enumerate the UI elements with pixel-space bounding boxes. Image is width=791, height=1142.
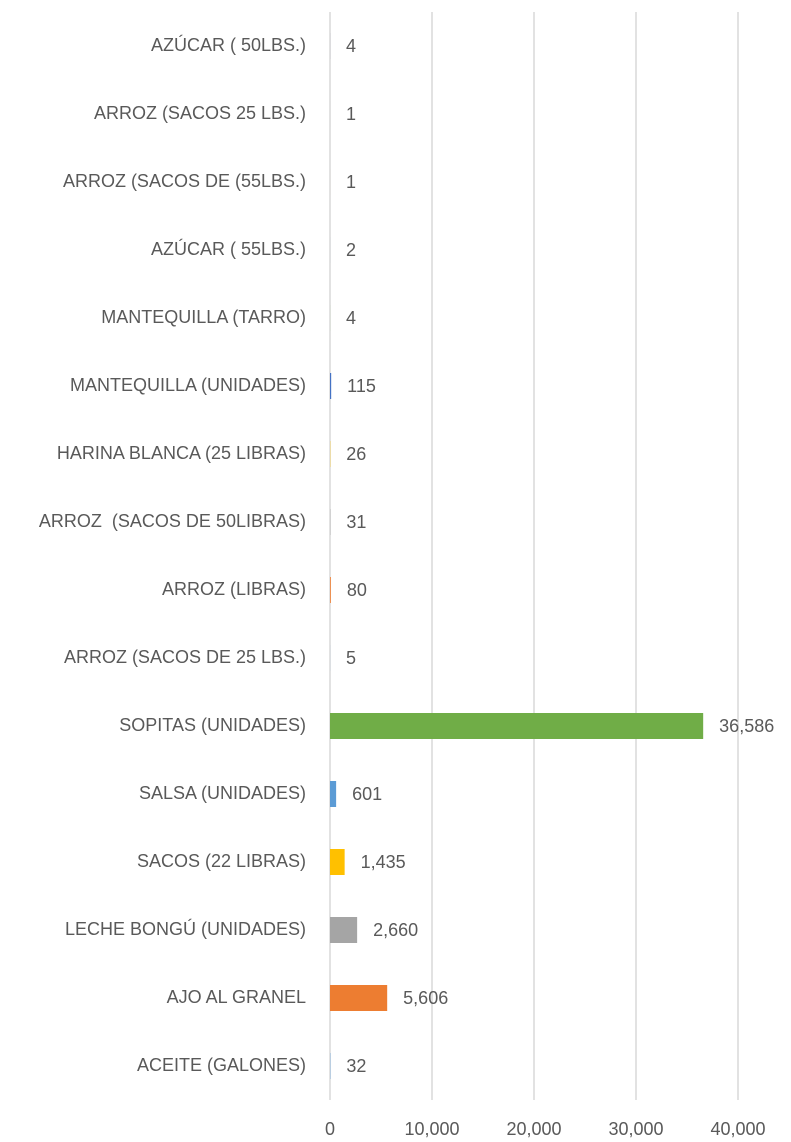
- bar: [330, 985, 388, 1011]
- data-label: 1: [346, 104, 356, 124]
- bar: [330, 713, 704, 739]
- y-tick-label: SOPITAS (UNIDADES): [119, 715, 306, 735]
- data-label: 1,435: [361, 852, 406, 872]
- y-tick-label: HARINA BLANCA (25 LIBRAS): [57, 443, 306, 463]
- y-tick-label: SACOS (22 LIBRAS): [137, 851, 306, 871]
- data-label: 26: [346, 444, 366, 464]
- x-tick-label: 30,000: [608, 1119, 663, 1139]
- bar: [330, 917, 358, 943]
- data-label: 1: [346, 172, 356, 192]
- x-tick-label: 20,000: [506, 1119, 561, 1139]
- y-tick-label: AZÚCAR ( 50LBS.): [151, 34, 306, 55]
- data-label: 4: [346, 308, 356, 328]
- y-tick-label: MANTEQUILLA (TARRO): [101, 307, 306, 327]
- data-label: 601: [352, 784, 382, 804]
- y-tick-label: ARROZ (SACOS DE 50LIBRAS): [39, 511, 306, 531]
- y-tick-label: LECHE BONGÚ (UNIDADES): [65, 918, 306, 939]
- data-label: 31: [346, 512, 366, 532]
- data-label: 115: [347, 376, 376, 396]
- x-tick-label: 40,000: [710, 1119, 765, 1139]
- y-tick-label: AJO AL GRANEL: [167, 987, 306, 1007]
- x-tick-label: 0: [325, 1119, 335, 1139]
- y-tick-label: ARROZ (SACOS DE 25 LBS.): [64, 647, 306, 667]
- data-label: 2: [346, 240, 356, 260]
- y-tick-label: ACEITE (GALONES): [137, 1055, 306, 1075]
- bar: [330, 577, 331, 603]
- y-tick-label: ARROZ (LIBRAS): [162, 579, 306, 599]
- y-tick-label: ARROZ (SACOS 25 LBS.): [94, 103, 306, 123]
- x-tick-label: 10,000: [404, 1119, 459, 1139]
- bar: [330, 373, 332, 399]
- y-tick-label: MANTEQUILLA (UNIDADES): [70, 375, 306, 395]
- y-tick-label: AZÚCAR ( 55LBS.): [151, 238, 306, 259]
- data-label: 5,606: [403, 988, 448, 1008]
- y-tick-label: ARROZ (SACOS DE (55LBS.): [63, 171, 306, 191]
- data-label: 36,586: [719, 716, 774, 736]
- y-tick-label: SALSA (UNIDADES): [139, 783, 306, 803]
- data-label: 32: [346, 1056, 366, 1076]
- data-label: 80: [347, 580, 367, 600]
- bar: [330, 781, 337, 807]
- data-label: 2,660: [373, 920, 418, 940]
- bar: [330, 849, 345, 875]
- data-label: 5: [346, 648, 356, 668]
- data-label: 4: [346, 36, 356, 56]
